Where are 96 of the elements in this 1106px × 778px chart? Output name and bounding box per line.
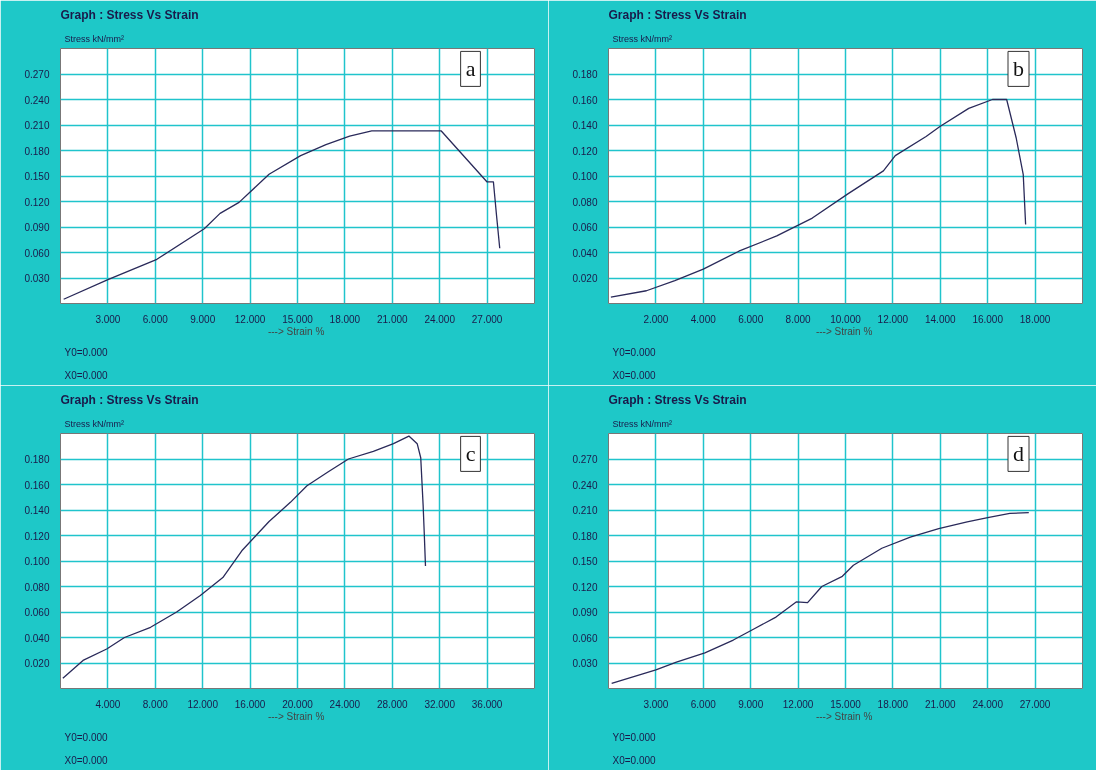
x-tick-label: 2.000 <box>643 313 669 325</box>
y-tick-label: 0.160 <box>572 94 598 106</box>
text: Y0=0.000 <box>612 346 657 358</box>
y-tick-label: 0.120 <box>572 581 598 593</box>
x-tick-label: 16.000 <box>234 698 266 710</box>
x-axis-title: ---> Strain % <box>815 710 873 722</box>
y-axis-title: Stress kN/mm² <box>612 33 672 44</box>
y-tick-label: 0.270 <box>24 69 50 80</box>
text: Y0=0.000 <box>64 346 109 358</box>
y-tick-label: 0.180 <box>24 145 50 157</box>
y-tick-label: 0.040 <box>24 632 50 644</box>
text: Y0=0.000 <box>64 731 109 743</box>
y-axis-title: Stress kN/mm² <box>64 33 124 44</box>
y-tick-label: 0.060 <box>572 222 598 233</box>
chart-title: Graph : Stress Vs Strain <box>60 7 199 22</box>
x-tick-label: 12.000 <box>782 698 814 710</box>
x-tick-label: 3.000 <box>643 698 669 710</box>
x-tick-label: 12.000 <box>187 698 219 710</box>
y-tick-label: 0.020 <box>572 273 598 284</box>
text: X0=0.000 <box>64 754 109 766</box>
x-tick-label: 36.000 <box>471 698 503 710</box>
y-tick-label: 0.100 <box>572 171 598 182</box>
x-tick-label: 4.000 <box>690 313 717 325</box>
x-tick-label: 6.000 <box>738 313 764 325</box>
chart-title: Graph : Stress Vs Strain <box>60 392 199 407</box>
y-axis-title: Stress kN/mm² <box>612 418 672 429</box>
y-axis-title: Stress kN/mm² <box>64 418 124 429</box>
text: X0=0.000 <box>64 369 109 381</box>
y-tick-label: 0.140 <box>24 505 50 516</box>
x-tick-label: 15.000 <box>282 313 314 325</box>
x-tick-label: 20.000 <box>282 698 314 710</box>
x-tick-label: 9.000 <box>738 698 764 710</box>
x-tick-label: 21.000 <box>925 698 957 710</box>
x-tick-label: 8.000 <box>142 698 169 710</box>
y-tick-label: 0.180 <box>572 69 598 80</box>
y-tick-label: 0.270 <box>572 454 598 465</box>
y-tick-label: 0.100 <box>24 556 50 567</box>
text: X0=0.000 <box>612 754 657 766</box>
y-tick-label: 0.240 <box>24 94 50 106</box>
y-tick-label: 0.120 <box>24 530 50 542</box>
annotation: c <box>465 441 476 467</box>
x-tick-label: 27.000 <box>1019 698 1051 710</box>
x-tick-label: 8.000 <box>785 313 812 325</box>
x-tick-label: 16.000 <box>972 313 1004 325</box>
x-tick-label: 18.000 <box>877 698 909 710</box>
y-tick-label: 0.030 <box>24 273 50 284</box>
x-tick-label: 18.000 <box>329 313 361 325</box>
y-tick-label: 0.030 <box>572 658 598 669</box>
y-tick-label: 0.060 <box>24 247 50 259</box>
x-tick-label: 6.000 <box>690 698 717 710</box>
x-tick-label: 27.000 <box>471 313 503 325</box>
x-tick-label: 18.000 <box>1019 313 1051 325</box>
y-tick-label: 0.080 <box>24 581 50 593</box>
y-tick-label: 0.210 <box>572 505 598 516</box>
chart-title: Graph : Stress Vs Strain <box>608 7 747 22</box>
y-tick-label: 0.150 <box>24 171 50 182</box>
x-tick-label: 14.000 <box>925 313 957 325</box>
x-tick-label: 12.000 <box>234 313 266 325</box>
y-tick-label: 0.150 <box>572 556 598 567</box>
y-tick-label: 0.120 <box>24 196 50 208</box>
y-tick-label: 0.180 <box>572 530 598 542</box>
x-axis-title: ---> Strain % <box>267 325 325 337</box>
x-tick-label: 4.000 <box>95 698 121 710</box>
text: Y0=0.000 <box>612 731 657 743</box>
x-tick-label: 28.000 <box>377 698 409 710</box>
y-tick-label: 0.140 <box>572 120 598 131</box>
x-axis-title: ---> Strain % <box>267 710 325 722</box>
text: X0=0.000 <box>612 369 657 381</box>
x-tick-label: 21.000 <box>377 313 409 325</box>
x-tick-label: 24.000 <box>424 313 456 325</box>
x-tick-label: 24.000 <box>329 698 361 710</box>
y-tick-label: 0.090 <box>572 607 598 618</box>
y-tick-label: 0.090 <box>24 222 50 233</box>
y-tick-label: 0.080 <box>572 196 598 208</box>
x-tick-label: 24.000 <box>972 698 1004 710</box>
y-tick-label: 0.040 <box>572 247 598 259</box>
y-tick-label: 0.020 <box>24 658 50 669</box>
y-tick-label: 0.060 <box>572 632 598 644</box>
annotation: d <box>1013 441 1025 467</box>
y-tick-label: 0.160 <box>24 479 50 491</box>
annotation: a <box>465 56 476 82</box>
chart-title: Graph : Stress Vs Strain <box>608 392 747 407</box>
y-tick-label: 0.060 <box>24 607 50 618</box>
y-tick-label: 0.180 <box>24 454 50 465</box>
y-tick-label: 0.210 <box>24 120 50 131</box>
y-tick-label: 0.120 <box>572 145 598 157</box>
x-tick-label: 6.000 <box>142 313 169 325</box>
y-tick-label: 0.240 <box>572 479 598 491</box>
x-tick-label: 32.000 <box>424 698 456 710</box>
x-axis-title: ---> Strain % <box>815 325 873 337</box>
x-tick-label: 12.000 <box>877 313 909 325</box>
x-tick-label: 15.000 <box>830 698 862 710</box>
annotation: b <box>1013 56 1025 82</box>
x-tick-label: 10.000 <box>830 313 862 325</box>
x-tick-label: 9.000 <box>190 313 216 325</box>
x-tick-label: 3.000 <box>95 313 121 325</box>
